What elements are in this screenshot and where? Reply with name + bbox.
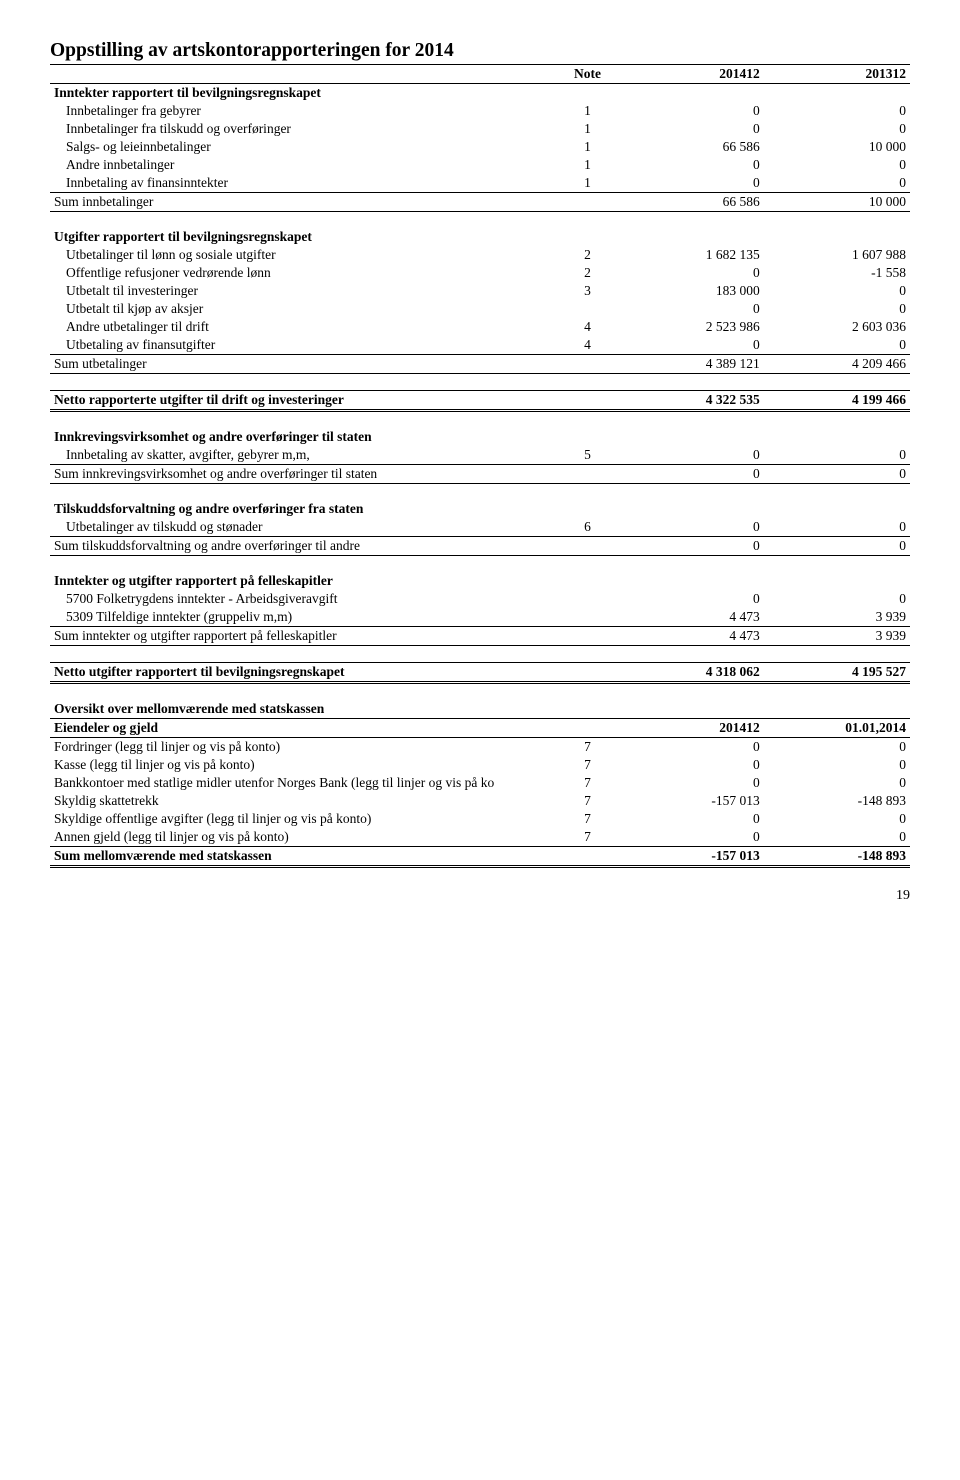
table-row: Andre innbetalinger100 xyxy=(50,156,910,174)
table-row: Salgs- og leieinnbetalinger166 58610 000 xyxy=(50,138,910,156)
subtotal-row: Sum tilskuddsforvaltning og andre overfø… xyxy=(50,537,910,556)
table-row: Bankkontoer med statlige midler utenfor … xyxy=(50,774,910,792)
page-title: Oppstilling av artskontorapporteringen f… xyxy=(50,40,910,62)
table-row: Innbetalinger fra gebyrer100 xyxy=(50,102,910,120)
table-row: Utbetaling av finansutgifter400 xyxy=(50,336,910,355)
table-row: Kasse (legg til linjer og vis på konto)7… xyxy=(50,756,910,774)
section-heading: Innkrevingsvirksomhet og andre overførin… xyxy=(50,428,557,446)
table-row: Fordringer (legg til linjer og vis på ko… xyxy=(50,738,910,757)
subheader-row: Eiendeler og gjeld 201412 01.01,2014 xyxy=(50,719,910,738)
table-row: Innbetalinger fra tilskudd og overføring… xyxy=(50,120,910,138)
subtotal-row: Sum innbetalinger66 58610 000 xyxy=(50,193,910,212)
section-heading: Inntekter og utgifter rapportert på fell… xyxy=(50,572,557,590)
table-row: Annen gjeld (legg til linjer og vis på k… xyxy=(50,828,910,847)
page-number: 19 xyxy=(50,888,910,904)
table-row: Utbetalt til investeringer3183 0000 xyxy=(50,282,910,300)
table-row: Utbetalinger til lønn og sosiale utgifte… xyxy=(50,246,910,264)
table-row: Offentlige refusjoner vedrørende lønn20-… xyxy=(50,264,910,282)
netto-row: Netto rapporterte utgifter til drift og … xyxy=(50,391,910,411)
subtotal-row: Sum innkrevingsvirksomhet og andre overf… xyxy=(50,465,910,484)
report-table: Note 201412 201312 Inntekter rapportert … xyxy=(50,64,910,868)
table-row: Innbetaling av finansinntekter100 xyxy=(50,174,910,193)
netto-row: Netto utgifter rapportert til bevilgning… xyxy=(50,663,910,683)
col-y2: 201312 xyxy=(764,65,910,84)
table-row: Skyldige offentlige avgifter (legg til l… xyxy=(50,810,910,828)
section-heading: Utgifter rapportert til bevilgningsregns… xyxy=(50,228,557,246)
section-heading: Inntekter rapportert til bevilgningsregn… xyxy=(50,84,557,103)
subtotal-row: Sum utbetalinger4 389 1214 209 466 xyxy=(50,355,910,374)
table-row: 5309 Tilfeldige inntekter (gruppeliv m,m… xyxy=(50,608,910,627)
table-row: Innbetaling av skatter, avgifter, gebyre… xyxy=(50,446,910,465)
table-row: Utbetalt til kjøp av aksjer00 xyxy=(50,300,910,318)
col-note: Note xyxy=(557,65,617,84)
col-y1: 201412 xyxy=(618,65,764,84)
table-row: Skyldig skattetrekk7-157 013-148 893 xyxy=(50,792,910,810)
section-heading: Tilskuddsforvaltning og andre overføring… xyxy=(50,500,557,518)
section-heading: Oversikt over mellomværende med statskas… xyxy=(50,700,557,719)
table-row: Utbetalinger av tilskudd og stønader600 xyxy=(50,518,910,537)
table-row: 5700 Folketrygdens inntekter - Arbeidsgi… xyxy=(50,590,910,608)
table-row: Andre utbetalinger til drift42 523 9862 … xyxy=(50,318,910,336)
subtotal-row: Sum inntekter og utgifter rapportert på … xyxy=(50,627,910,646)
total-row: Sum mellomværende med statskassen -157 0… xyxy=(50,847,910,867)
